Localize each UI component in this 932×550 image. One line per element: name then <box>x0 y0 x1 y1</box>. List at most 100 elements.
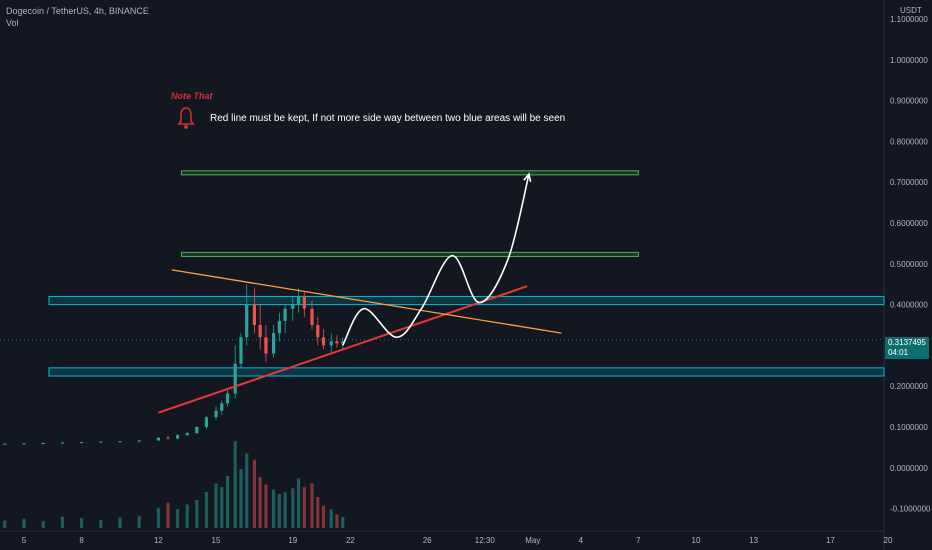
volume-bar <box>220 487 224 528</box>
y-tick-label: 1.1000000 <box>890 15 928 24</box>
note-title: Note That <box>171 91 213 101</box>
candle-body <box>329 341 333 346</box>
x-tick-label: 12:30 <box>475 536 496 545</box>
candle-body <box>258 325 262 338</box>
current-price-label: 0.3137495 04:01 <box>885 337 929 359</box>
volume-bar <box>341 516 345 528</box>
candle-body <box>166 437 170 439</box>
y-tick-label: 0.1000000 <box>890 423 928 432</box>
candle-body <box>60 442 64 444</box>
volume-bar <box>258 477 262 528</box>
volume-bar <box>302 487 306 528</box>
volume-bar <box>195 500 199 528</box>
candle-body <box>277 320 281 334</box>
candle-body <box>302 296 306 309</box>
volume-bar <box>335 514 339 528</box>
candle-body <box>137 440 141 442</box>
candle-body <box>335 341 339 344</box>
y-tick-label: 0.9000000 <box>890 97 928 106</box>
x-tick-label: 26 <box>423 536 432 545</box>
volume-bar <box>204 492 208 528</box>
candle-body <box>195 427 199 434</box>
volume-bar <box>225 475 230 528</box>
volume-bar <box>252 459 256 528</box>
x-tick-label: 8 <box>79 536 84 545</box>
bell-icon <box>177 107 195 129</box>
volume-bar <box>185 504 189 528</box>
candle-body <box>99 441 103 443</box>
candle-body <box>80 442 84 444</box>
y-tick-label: 0.5000000 <box>890 260 928 269</box>
x-tick-label: 19 <box>288 536 297 545</box>
y-tick-label: 0.6000000 <box>890 219 928 228</box>
x-tick-label: May <box>525 536 540 545</box>
currency-label: USDT <box>900 6 922 15</box>
volume-bar <box>80 518 84 528</box>
candle-body <box>22 443 26 445</box>
y-tick-label: 1.0000000 <box>890 56 928 65</box>
candle-body <box>341 341 345 344</box>
volume-bar <box>277 493 281 528</box>
candle-body <box>3 443 7 445</box>
blue-support-zone <box>48 367 885 377</box>
volume-bar <box>316 497 320 528</box>
volume-bar <box>41 521 45 528</box>
volume-bar <box>137 516 141 528</box>
blue-support-zone <box>48 295 885 306</box>
candle-body <box>225 393 230 404</box>
candle-body <box>118 441 122 443</box>
candle-body <box>220 403 224 411</box>
orange-trendline <box>171 269 562 334</box>
symbol-title: Dogecoin / TetherUS, 4h, BINANCE <box>6 6 149 16</box>
volume-bar <box>3 520 7 528</box>
volume-bar <box>99 519 103 528</box>
y-tick-label: 0.4000000 <box>890 301 928 310</box>
volume-bar <box>310 483 314 528</box>
volume-bar <box>176 509 180 528</box>
volume-bar <box>296 478 301 528</box>
volume-bar <box>283 492 287 528</box>
x-tick-label: 13 <box>749 536 758 545</box>
projection-arrowhead <box>523 172 532 183</box>
candle-body <box>245 304 249 338</box>
candle-body <box>204 417 208 427</box>
y-tick-label: 0.0000000 <box>890 464 928 473</box>
green-target-zone <box>180 170 639 176</box>
x-tick-label: 17 <box>826 536 835 545</box>
y-tick-label: 0.2000000 <box>890 382 928 391</box>
volume-bar <box>272 489 276 528</box>
candle-body <box>239 337 243 364</box>
candle-body <box>296 296 301 305</box>
volume-bar <box>239 469 243 528</box>
candle-body <box>272 333 276 354</box>
volume-bar <box>118 517 122 528</box>
candle-body <box>176 435 180 439</box>
candle-body <box>156 437 160 441</box>
volume-bar <box>156 508 160 528</box>
candle-body <box>310 308 314 325</box>
x-tick-label: 12 <box>154 536 163 545</box>
candle-body <box>214 410 218 418</box>
candle-body <box>264 337 268 354</box>
volume-bar <box>321 505 326 528</box>
bar-countdown: 04:01 <box>888 348 909 357</box>
green-target-zone <box>180 251 639 257</box>
x-tick-label: 20 <box>884 536 893 545</box>
x-tick-label: 5 <box>22 536 27 545</box>
volume-bar <box>264 484 268 528</box>
candle-body <box>316 325 320 338</box>
candle-body <box>291 304 295 309</box>
volume-bar <box>60 516 64 528</box>
volume-bar <box>233 441 237 528</box>
volume-bar <box>329 509 333 528</box>
x-tick-label: 10 <box>692 536 701 545</box>
volume-label: Vol <box>6 18 19 28</box>
y-tick-label: -0.1000000 <box>890 505 931 514</box>
current-price-value: 0.3137495 <box>888 338 926 347</box>
volume-bar <box>166 502 170 528</box>
candle-body <box>321 337 326 346</box>
x-tick-label: 22 <box>346 536 355 545</box>
red-trendline <box>158 285 528 414</box>
